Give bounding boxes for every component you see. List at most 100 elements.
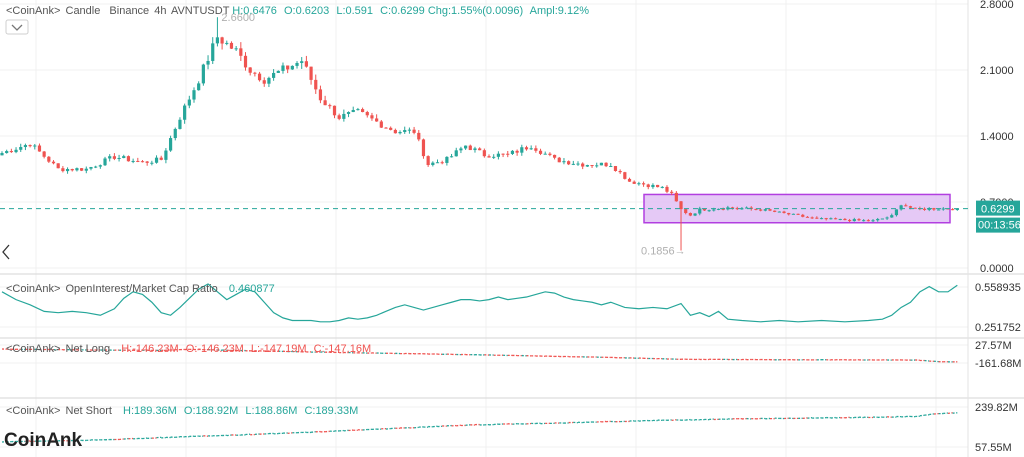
candle [332, 105, 337, 116]
candle [75, 168, 79, 171]
candle [314, 79, 318, 90]
candle [131, 160, 135, 162]
candle [791, 213, 796, 215]
y-axis-labels: 2.80002.10001.40000.70000.00000.5589350.… [975, 0, 1021, 454]
candle [529, 148, 533, 150]
candle [894, 209, 899, 216]
candle [866, 220, 870, 222]
candle [768, 209, 772, 211]
candle [117, 157, 121, 159]
last-price-badge: 0.6299 [976, 200, 1020, 216]
candle [389, 127, 393, 130]
grid [0, 0, 968, 457]
candle [440, 162, 444, 164]
candle [590, 165, 594, 167]
net-short-legend: <CoinAnk> Net Short H:189.36M O:188.92M … [6, 405, 358, 417]
candle [604, 162, 608, 167]
candle [777, 211, 781, 213]
candle [899, 205, 903, 210]
candle [183, 105, 187, 120]
series-segment [456, 424, 462, 427]
candle [848, 220, 852, 222]
candle [239, 48, 243, 56]
series-segment [671, 419, 677, 421]
candle [520, 147, 524, 153]
candle [295, 62, 299, 66]
series-segment [844, 416, 850, 419]
candle [112, 156, 116, 159]
candle [707, 210, 711, 212]
candle [548, 153, 552, 155]
series-segment [512, 423, 518, 425]
candle [417, 132, 421, 140]
series-segment [310, 431, 316, 433]
candle [571, 163, 575, 165]
candle [108, 156, 112, 159]
candle [698, 208, 702, 214]
candle [941, 208, 945, 210]
candle [23, 145, 28, 148]
candle [637, 183, 641, 185]
candle [145, 161, 149, 163]
net-short-line [1, 412, 958, 443]
candle [42, 151, 46, 157]
candle [192, 90, 196, 100]
series-segment [858, 416, 864, 419]
chevron-left-icon[interactable] [2, 244, 10, 260]
candle [80, 168, 84, 171]
candle [688, 213, 692, 216]
candle [37, 145, 42, 152]
candle [435, 162, 440, 164]
candle [84, 168, 88, 171]
candle [576, 163, 580, 165]
candle [201, 64, 205, 84]
candle [581, 163, 585, 167]
candle [187, 99, 191, 106]
candle [33, 145, 37, 147]
y-tick-label: 0.0000 [980, 263, 1014, 275]
candle [501, 153, 505, 155]
y-tick-label: 1.4000 [980, 131, 1014, 143]
y-tick-label: -161.68M [975, 358, 1021, 370]
candle [337, 115, 341, 119]
countdown-badge: 00:13:56 [976, 217, 1021, 233]
candle [660, 186, 664, 188]
candle [464, 145, 468, 149]
candle [670, 191, 674, 193]
candle [173, 128, 177, 139]
y-tick-label: 239.82M [975, 402, 1018, 414]
candle [454, 150, 458, 157]
candle [674, 192, 678, 202]
candle [267, 77, 271, 84]
candle [932, 208, 936, 210]
candle [482, 150, 486, 157]
candle [613, 166, 618, 172]
candle [646, 184, 650, 188]
candle [318, 89, 323, 101]
candle [787, 212, 791, 215]
candle [19, 147, 23, 150]
candle [679, 201, 683, 210]
candle [515, 150, 519, 153]
series-segment [685, 418, 691, 421]
candle [445, 156, 449, 163]
candle [468, 145, 472, 151]
candle [567, 161, 571, 165]
candle [300, 61, 304, 63]
candle [773, 210, 777, 212]
candle [609, 166, 613, 168]
candle [215, 37, 220, 44]
candle [178, 119, 182, 129]
candle [290, 65, 294, 70]
high-marker: 2.6600 [221, 12, 255, 24]
candle [913, 207, 917, 209]
candle [492, 156, 496, 158]
toggle-icon[interactable] [5, 19, 29, 35]
candle [47, 156, 51, 162]
candle [478, 148, 482, 151]
candle [829, 218, 833, 220]
candle [557, 157, 561, 163]
candle [168, 138, 173, 151]
candle [702, 208, 707, 211]
candle [922, 208, 927, 210]
